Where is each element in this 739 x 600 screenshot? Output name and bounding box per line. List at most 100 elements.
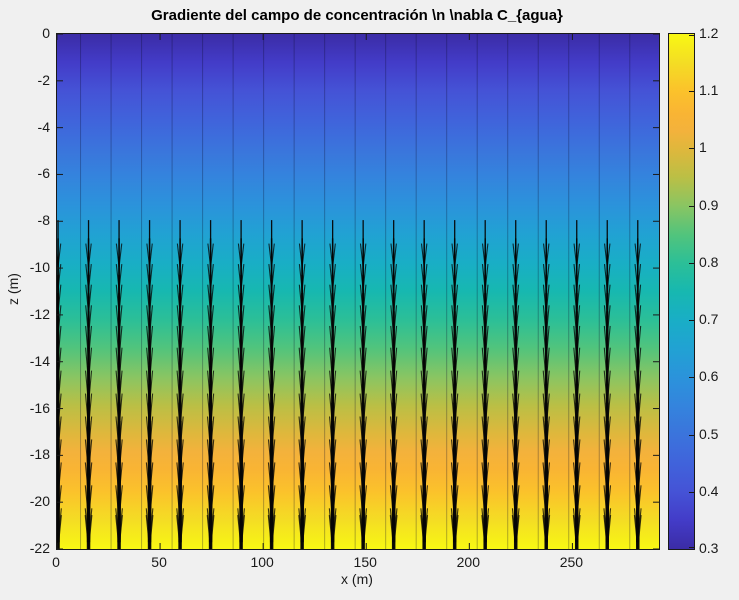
colorbar-tick-label: 0.4 bbox=[699, 482, 719, 499]
quiver-head-wing bbox=[454, 515, 459, 549]
quiver-column bbox=[176, 220, 184, 549]
quiver-head-wing bbox=[206, 515, 212, 549]
colorbar-tick-mark bbox=[689, 434, 694, 436]
quiver-head-wing bbox=[115, 515, 120, 549]
plot-area bbox=[56, 33, 660, 550]
quiver-head-wing bbox=[515, 515, 520, 549]
quiver-head-wing bbox=[271, 515, 276, 549]
quiver-column bbox=[359, 220, 368, 549]
y-tick-label: -18 bbox=[29, 446, 50, 463]
y-tick-label: -16 bbox=[29, 399, 50, 416]
quiver-head-wing bbox=[450, 515, 456, 549]
x-tick-label: 0 bbox=[52, 554, 60, 570]
quiver-column bbox=[633, 220, 642, 549]
quiver-column bbox=[572, 220, 581, 549]
colorbar-tick-label: 1.2 bbox=[699, 25, 719, 41]
colorbar-tick-label: 0.9 bbox=[699, 196, 719, 213]
quiver-column bbox=[603, 220, 612, 549]
y-axis-label: z (m) bbox=[5, 273, 21, 305]
y-tick-label: 0 bbox=[42, 25, 50, 41]
quiver-head-wing bbox=[301, 515, 307, 549]
y-tick-label: -20 bbox=[29, 493, 50, 510]
x-tick-label: 150 bbox=[353, 554, 377, 570]
quiver-head-wing bbox=[484, 515, 490, 549]
plot-title: Gradiente del campo de concentración \n … bbox=[151, 7, 563, 24]
quiver-column bbox=[389, 220, 398, 549]
quiver-head-wing bbox=[240, 515, 245, 549]
y-tick-label: -10 bbox=[29, 259, 50, 276]
quiver-head-wing bbox=[542, 515, 547, 549]
quiver-head-wing bbox=[420, 515, 425, 549]
colorbar-tick-mark bbox=[689, 35, 694, 36]
quiver-column bbox=[57, 220, 62, 549]
colorbar-tick-mark bbox=[689, 148, 694, 150]
quiver-head-wing bbox=[176, 515, 181, 549]
quiver-head-wing bbox=[572, 515, 578, 549]
quiver-column bbox=[481, 220, 490, 549]
quiver-head-wing bbox=[84, 515, 90, 549]
quiver-column bbox=[450, 220, 459, 549]
y-tick-label: -8 bbox=[37, 212, 50, 229]
heatmap-gradient bbox=[57, 34, 659, 549]
quiver-column bbox=[328, 220, 337, 549]
colorbar-tick-label: 1.1 bbox=[699, 82, 719, 99]
colorbar-tick-mark bbox=[689, 491, 694, 493]
colorbar-tick-label: 0.5 bbox=[699, 425, 719, 442]
x-axis-label: x (m) bbox=[341, 571, 373, 587]
quiver-column bbox=[115, 220, 123, 549]
y-tick-label: -14 bbox=[29, 352, 50, 369]
quiver-head-wing bbox=[87, 515, 93, 549]
colorbar-tick-mark bbox=[689, 320, 694, 322]
quiver-head-wing bbox=[606, 515, 612, 549]
x-tick-label: 250 bbox=[559, 554, 584, 570]
colorbar-tick-mark bbox=[689, 377, 694, 379]
colorbar-tick-label: 1 bbox=[699, 139, 707, 156]
quiver-head-wing bbox=[210, 515, 215, 549]
quiver-head-wing bbox=[511, 515, 517, 549]
quiver-head-wing bbox=[359, 515, 364, 549]
quiver-arrows bbox=[57, 34, 659, 549]
quiver-head-wing bbox=[118, 515, 123, 549]
y-tick-label: -4 bbox=[37, 118, 50, 135]
quiver-head-wing bbox=[328, 515, 334, 549]
quiver-head-wing bbox=[267, 515, 273, 549]
quiver-head-wing bbox=[637, 515, 642, 549]
y-tick-label: -12 bbox=[29, 305, 50, 322]
quiver-head-wing bbox=[362, 515, 368, 549]
quiver-head-wing bbox=[332, 515, 337, 549]
quiver-head-wing bbox=[481, 515, 486, 549]
y-tick-label: -6 bbox=[37, 165, 50, 182]
quiver-head-wing bbox=[423, 515, 429, 549]
quiver-column bbox=[420, 220, 429, 549]
colorbar-tick-label: 0.3 bbox=[699, 540, 719, 556]
quiver-head-wing bbox=[298, 515, 303, 549]
quiver-head-wing bbox=[179, 515, 184, 549]
quiver-head-wing bbox=[576, 515, 581, 549]
quiver-head-wing bbox=[393, 515, 398, 549]
colorbar-tick-mark bbox=[689, 205, 694, 207]
y-tick-label: -22 bbox=[29, 540, 50, 556]
quiver-column bbox=[298, 220, 307, 549]
quiver-column bbox=[84, 220, 93, 549]
colorbar-tick-mark bbox=[689, 91, 694, 93]
colorbar-tick-label: 0.6 bbox=[699, 368, 719, 385]
quiver-column bbox=[267, 220, 276, 549]
quiver-head-wing bbox=[237, 515, 242, 549]
colorbar-gradient bbox=[669, 34, 694, 549]
colorbar-tick-mark bbox=[689, 547, 694, 548]
quiver-column bbox=[237, 220, 245, 549]
x-tick-label: 200 bbox=[456, 554, 480, 570]
x-tick-label: 50 bbox=[151, 554, 167, 570]
quiver-column bbox=[542, 220, 551, 549]
quiver-column bbox=[511, 220, 520, 549]
x-tick-label: 100 bbox=[250, 554, 274, 570]
colorbar-tick-label: 0.7 bbox=[699, 311, 719, 328]
quiver-head-wing bbox=[145, 515, 151, 549]
colorbar bbox=[668, 33, 695, 550]
colorbar-tick-label: 0.8 bbox=[699, 253, 719, 270]
colorbar-tick-mark bbox=[689, 262, 694, 264]
quiver-head-wing bbox=[603, 515, 608, 549]
quiver-head-wing bbox=[149, 515, 154, 549]
quiver-column bbox=[145, 220, 154, 549]
